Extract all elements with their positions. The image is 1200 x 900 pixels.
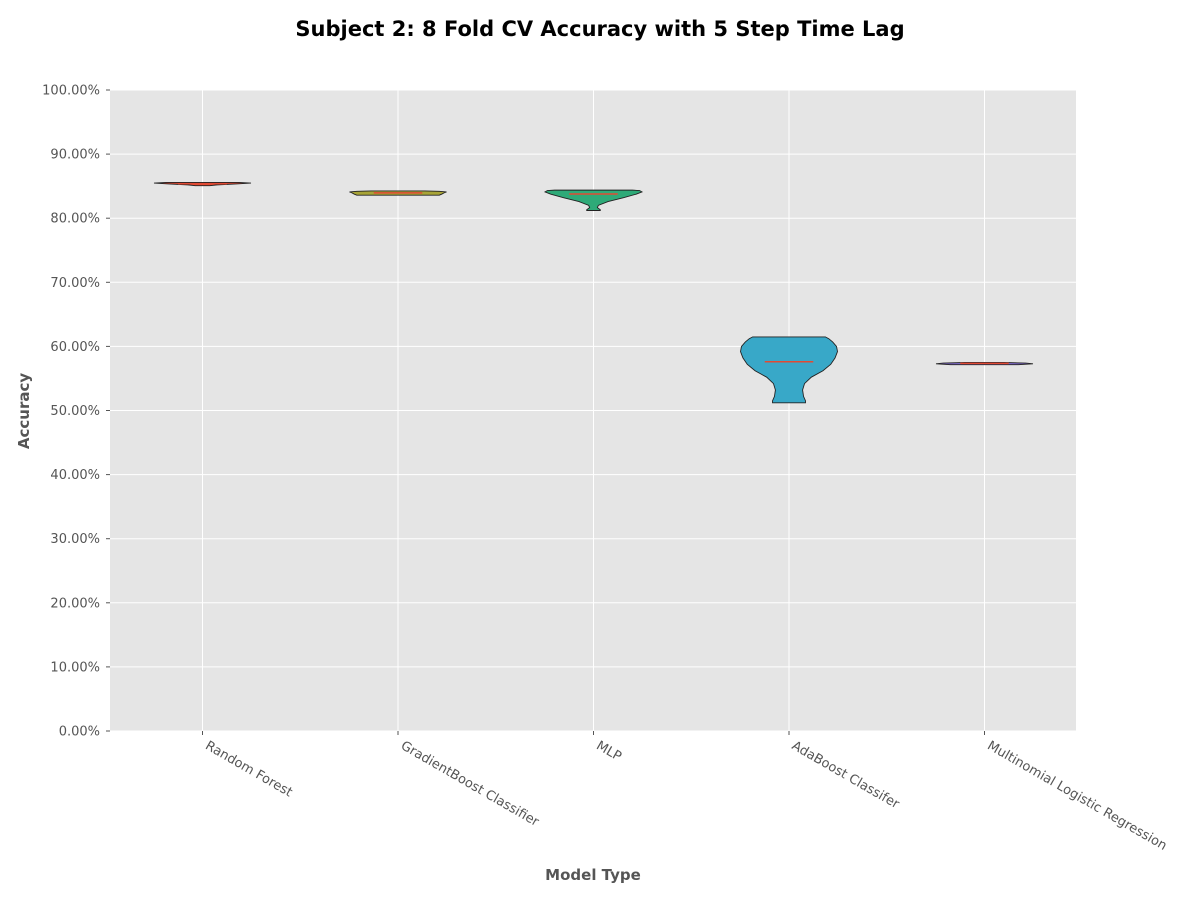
y-tick-label: 90.00% <box>50 148 100 163</box>
y-axis-label: Accuracy <box>15 373 33 449</box>
x-axis: Random Forest GradientBoost Classifier MLP… <box>202 731 1170 854</box>
violins <box>153 181 1034 404</box>
x-tick-label: Random Forest <box>203 738 295 800</box>
y-axis: 0.00% 10.00% 20.00% 30.00% 40.00% 50.00% 60.00… <box>42 84 110 740</box>
y-tick-label: 80.00% <box>50 212 100 227</box>
y-tick-label: 70.00% <box>50 276 100 291</box>
y-tick-label: 10.00% <box>50 660 100 675</box>
violin-body <box>740 336 838 404</box>
chart-title: Subject 2: 8 Fold CV Accuracy with 5 Ste… <box>295 17 904 41</box>
y-tick-label: 40.00% <box>50 468 100 483</box>
y-tick-label: 20.00% <box>50 596 100 611</box>
y-tick-label: 0.00% <box>59 725 100 740</box>
y-tick-label: 30.00% <box>50 532 100 547</box>
violin-body <box>543 189 644 211</box>
x-tick-label: MLP <box>594 738 624 764</box>
x-axis-label: Model Type <box>545 866 641 884</box>
y-tick-label: 100.00% <box>42 84 100 99</box>
y-tick-label: 60.00% <box>50 340 100 355</box>
grid-lines <box>110 89 1076 732</box>
x-tick-label: GradientBoost Classifier <box>398 738 542 830</box>
x-tick-label: Multinomial Logistic Regression <box>985 738 1170 853</box>
y-tick-label: 50.00% <box>50 404 100 419</box>
x-tick-label: AdaBoost Classifer <box>789 738 902 812</box>
